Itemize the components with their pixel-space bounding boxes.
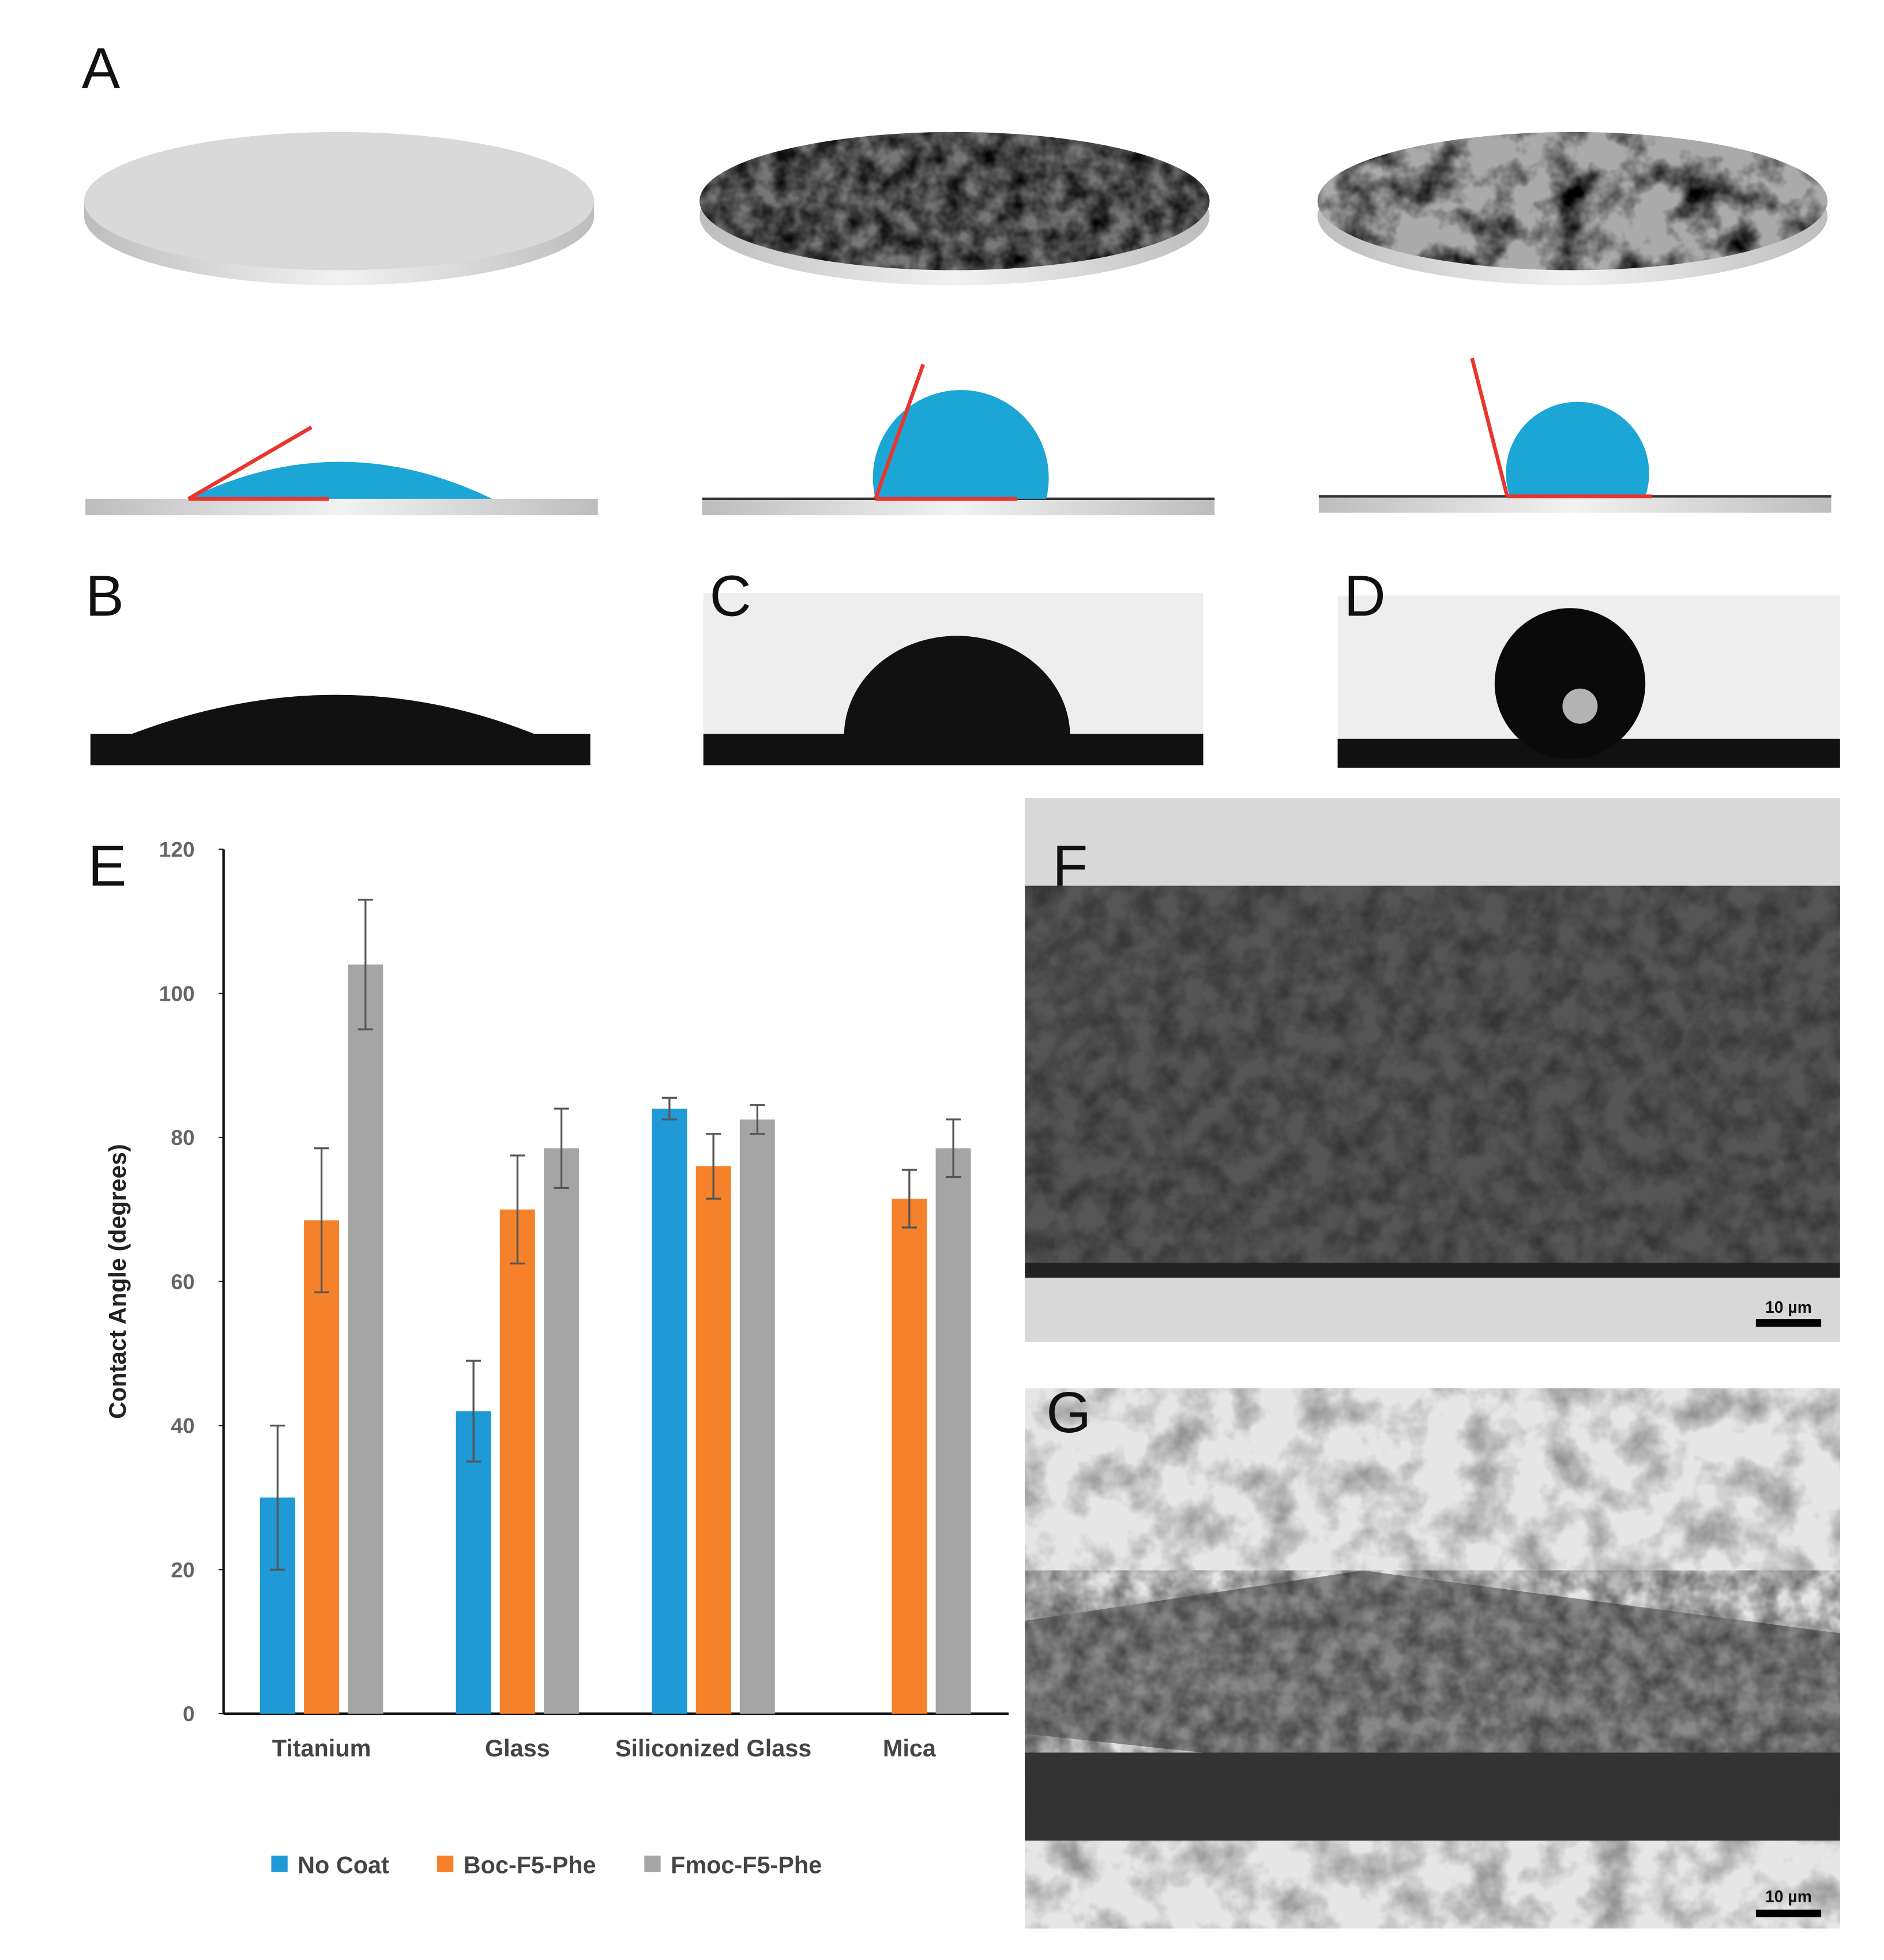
y-tick-label: 60 bbox=[171, 1270, 194, 1294]
panel-sem bbox=[1025, 798, 1840, 1929]
panel-label: F bbox=[1052, 834, 1088, 899]
y-tick-label: 120 bbox=[159, 838, 195, 862]
bar bbox=[304, 1220, 340, 1714]
bar bbox=[348, 964, 383, 1714]
scale-bar-label: 10 µm bbox=[1765, 1887, 1812, 1906]
error-bar bbox=[466, 1360, 482, 1463]
legend-swatch bbox=[271, 1856, 288, 1872]
error-bar bbox=[358, 899, 373, 1031]
error-bar bbox=[750, 1104, 765, 1135]
bar bbox=[892, 1199, 927, 1714]
error-bar bbox=[661, 1097, 677, 1121]
x-tick-label: Glass bbox=[484, 1736, 550, 1763]
panel-label: D bbox=[1344, 564, 1385, 628]
x-tick-label-box: Glass bbox=[484, 1736, 550, 1763]
error-bar bbox=[901, 1169, 917, 1229]
x-tick-label: Mica bbox=[882, 1736, 936, 1763]
bar bbox=[739, 1119, 775, 1714]
bar bbox=[695, 1166, 731, 1714]
error-bar bbox=[946, 1118, 961, 1178]
panel-label: B bbox=[85, 564, 124, 628]
y-tick-label: 100 bbox=[159, 981, 195, 1005]
error-bar bbox=[270, 1424, 285, 1571]
x-tick-label-box: Mica bbox=[882, 1736, 936, 1763]
legend-label: Fmoc-F5-Phe bbox=[671, 1852, 822, 1879]
legend-label: No Coat bbox=[298, 1852, 389, 1879]
bar bbox=[652, 1109, 687, 1714]
legend-swatch bbox=[644, 1856, 661, 1872]
y-axis-title: Contact Angle (degrees) bbox=[104, 1144, 131, 1419]
error-bar bbox=[554, 1107, 569, 1189]
error-bar bbox=[314, 1147, 329, 1294]
legend-swatch bbox=[437, 1856, 454, 1872]
x-tick-label-box: Siliconized Glass bbox=[615, 1736, 812, 1763]
x-tick-label: Siliconized Glass bbox=[615, 1736, 812, 1763]
panel-a bbox=[84, 132, 1832, 516]
bar bbox=[935, 1148, 971, 1714]
panel-label: A bbox=[82, 36, 121, 101]
error-bar bbox=[510, 1154, 525, 1265]
y-tick-label: 0 bbox=[183, 1702, 195, 1726]
y-tick-label: 40 bbox=[171, 1414, 194, 1438]
y-tick-label: 20 bbox=[171, 1557, 194, 1582]
panel-label: C bbox=[710, 564, 751, 628]
scale-bar-label: 10 µm bbox=[1765, 1298, 1812, 1316]
legend-label: Boc-F5-Phe bbox=[464, 1852, 596, 1879]
bar bbox=[544, 1148, 580, 1714]
x-tick-label-box: Titanium bbox=[272, 1736, 371, 1763]
panel-label: E bbox=[88, 834, 126, 899]
panel-label: G bbox=[1046, 1380, 1091, 1445]
panel-photos bbox=[90, 593, 1840, 768]
error-bar bbox=[706, 1133, 721, 1200]
bar bbox=[499, 1209, 535, 1714]
y-tick-label: 80 bbox=[171, 1125, 194, 1150]
x-tick-label: Titanium bbox=[272, 1736, 371, 1763]
